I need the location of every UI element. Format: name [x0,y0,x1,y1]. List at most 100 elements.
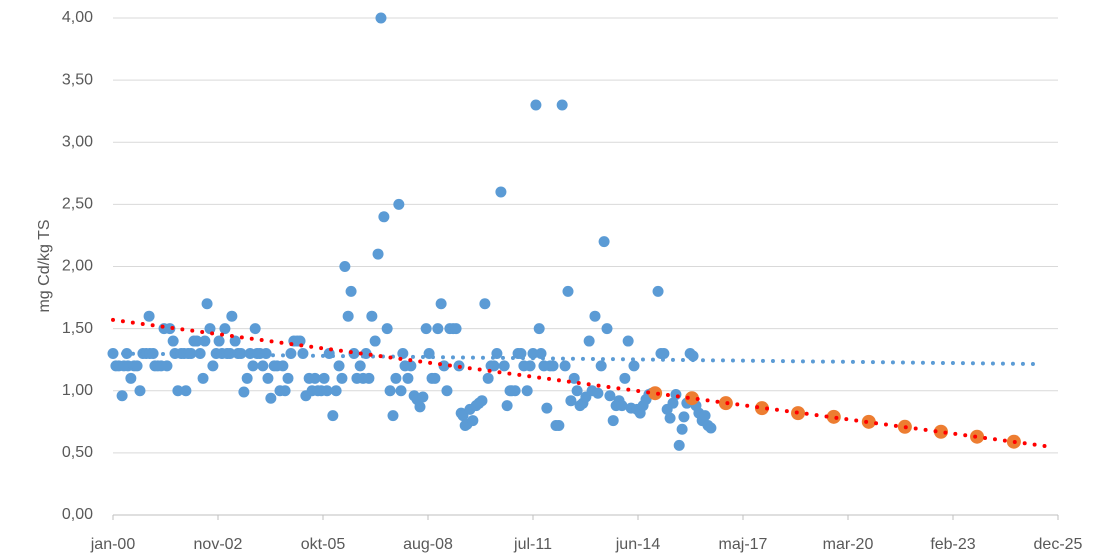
data-point [309,372,321,384]
y-tick-label: 0,00 [62,506,93,523]
data-point [933,424,948,439]
data-point [339,261,351,272]
data-point [238,386,250,398]
data-point [279,385,291,397]
data-point [556,99,568,111]
y-tick-label: 3,00 [62,133,93,150]
x-tick-label: jun-14 [615,536,661,553]
data-point [670,388,682,400]
data-point [226,310,238,322]
data-point [861,414,876,429]
data-point [652,285,664,297]
data-point [131,360,143,372]
data-point [381,323,393,335]
data-point [684,391,699,406]
data-point [277,360,289,372]
data-point [589,310,601,322]
data-point [583,335,595,347]
data-point [521,385,533,397]
data-point [199,335,211,347]
data-point [393,198,405,210]
data-point [219,323,231,335]
data-point [432,323,444,335]
data-point [321,385,333,397]
data-point [143,310,155,322]
data-point [354,360,366,372]
data-point [501,400,513,412]
x-tick-label: feb-23 [930,536,975,553]
data-point [441,385,453,397]
data-point [648,386,663,401]
data-point [450,323,462,335]
data-point [395,385,407,397]
data-point [667,397,679,409]
y-tick-label: 1,00 [62,382,93,399]
data-point [571,385,583,397]
data-point [568,372,580,384]
data-point [527,347,539,359]
data-point [826,409,841,424]
data-point [622,335,634,347]
y-tick-label: 4,00 [62,9,93,26]
x-tick-label: nov-02 [194,536,243,553]
data-point [121,347,133,359]
data-point [180,385,192,397]
data-point [336,372,348,384]
x-tick-label: jan-00 [90,536,136,553]
data-point [699,410,711,422]
data-point [547,360,559,372]
data-point [592,387,604,399]
data-point [333,360,345,372]
data-point [213,335,225,347]
data-point [330,385,342,397]
x-tick-label: aug-08 [403,536,453,553]
data-point [378,211,390,223]
data-point [125,372,137,384]
data-point [658,347,670,359]
data-point [533,323,545,335]
data-point [164,323,176,335]
data-point [414,401,426,413]
y-tick-label: 2,00 [62,258,93,275]
y-tick-label: 0,50 [62,444,93,461]
data-point [262,372,274,384]
data-point [390,372,402,384]
data-point [375,12,387,24]
data-point [257,360,269,372]
data-point [604,390,616,402]
data-point [134,385,146,397]
x-tick-label: maj-17 [719,536,768,553]
data-point [363,372,375,384]
data-point [402,372,414,384]
data-point [705,422,717,434]
data-point [595,360,607,372]
data-point [366,310,378,322]
data-point [467,415,479,427]
data-point [673,439,685,451]
data-point [297,347,309,359]
data-point [318,372,330,384]
data-point [598,236,610,248]
x-tick-label: okt-05 [301,536,346,553]
data-point [515,347,527,359]
data-point [619,372,631,384]
data-point [191,335,203,347]
data-point [541,402,553,414]
data-point [207,360,219,372]
data-point [678,411,690,423]
data-point [628,360,640,372]
data-point [676,423,688,435]
data-point [249,323,261,335]
x-tick-label: jul-11 [513,536,552,553]
x-tick-label: dec-25 [1034,536,1083,553]
data-point [197,372,209,384]
data-point [201,298,213,310]
data-point [562,285,574,297]
data-point [601,323,613,335]
data-point [482,372,494,384]
data-point [384,385,396,397]
data-point [417,391,429,403]
data-point [479,298,491,310]
data-point [420,323,432,335]
